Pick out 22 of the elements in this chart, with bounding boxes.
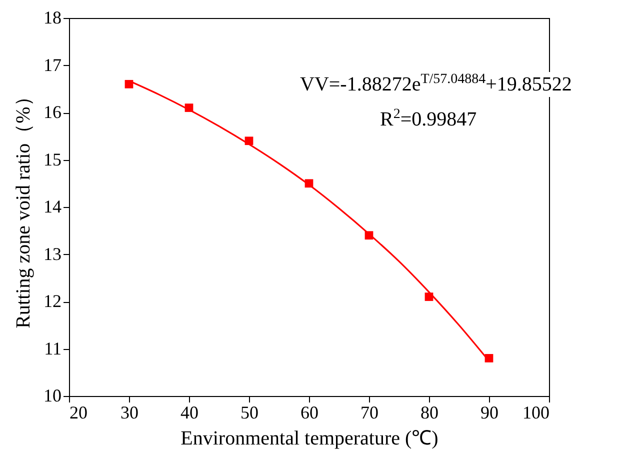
x-tick-label: 60	[300, 402, 318, 422]
x-axis-title: Environmental temperature (℃)	[180, 428, 438, 450]
y-tick-label: 11	[44, 338, 62, 358]
x-tick-label: 100	[522, 402, 550, 422]
y-axis-title: Rutting zone void ratio（%）	[12, 86, 34, 328]
y-tick-label: 10	[44, 386, 62, 406]
y-tick-label: 13	[44, 244, 62, 264]
x-tick-label: 90	[480, 402, 498, 422]
x-tick-label: 30	[120, 402, 138, 422]
y-tick-label: 17	[44, 54, 62, 75]
annotation: VV=-1.88272e$^{T/57.04884}$+19.85522	[300, 72, 572, 97]
x-tick-label: 80	[420, 402, 438, 422]
y-tick-label: 14	[44, 196, 62, 216]
annotation: R$^{2}$=0.99847	[380, 107, 477, 132]
x-tick-label: 40	[180, 402, 198, 422]
y-tick-label: 16	[44, 102, 62, 122]
y-tick-label: 12	[44, 291, 62, 311]
y-tick-label: 18	[44, 8, 62, 28]
x-tick-label: 70	[360, 402, 378, 422]
x-tick-label: 50	[240, 402, 258, 422]
y-tick-label: 15	[44, 149, 62, 170]
x-tick-label: 20	[70, 402, 88, 422]
